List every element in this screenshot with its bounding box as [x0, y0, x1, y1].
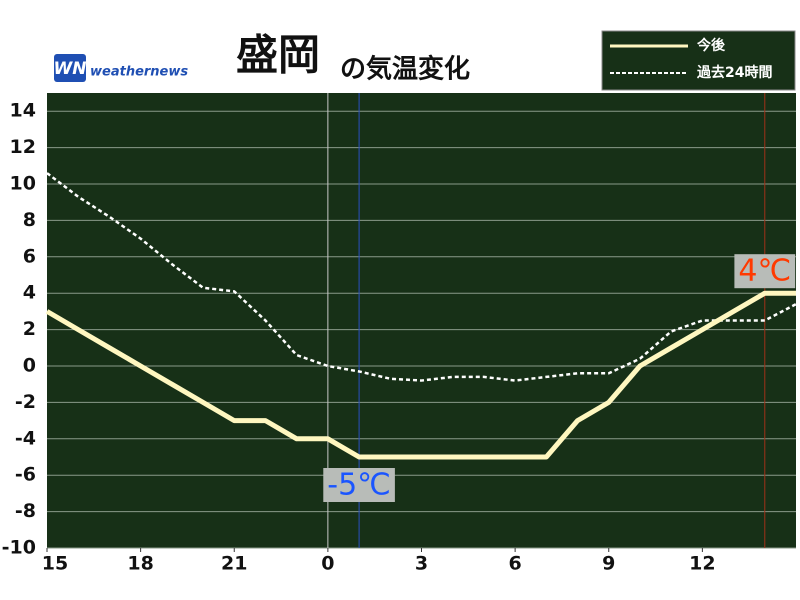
logo-icon — [54, 54, 86, 82]
y-tick-label: 10 — [10, 173, 36, 195]
chart-subtitle: の気温変化 — [340, 54, 470, 85]
y-tick-label: 8 — [23, 209, 36, 231]
plot-area — [47, 93, 796, 548]
annotation: 4℃ — [738, 254, 791, 289]
legend — [601, 30, 796, 91]
x-tick-label: 6 — [509, 553, 522, 575]
x-tick-label: 15 — [42, 553, 68, 575]
x-tick-label: 18 — [127, 553, 153, 575]
legend-label: 今後 — [696, 37, 726, 54]
y-tick-label: -8 — [15, 500, 36, 522]
x-tick-label: 9 — [602, 553, 615, 575]
y-tick-label: -6 — [15, 464, 36, 486]
y-tick-label: 4 — [23, 282, 36, 304]
x-tick-label: 0 — [321, 553, 334, 575]
x-tick-label: 3 — [415, 553, 428, 575]
y-tick-label: -4 — [15, 427, 36, 449]
annotation: -5℃ — [327, 468, 391, 503]
logo-mark: WN — [54, 59, 87, 79]
annotation-box — [323, 468, 395, 502]
y-tick-label: 12 — [10, 136, 36, 158]
series-line — [45, 290, 796, 460]
y-tick-label: 2 — [23, 318, 36, 340]
series-line — [46, 172, 797, 382]
annotation-box — [734, 254, 796, 289]
logo: weathernews — [90, 65, 188, 80]
legend-label: 過去24時間 — [696, 64, 772, 81]
y-tick-label: 0 — [23, 355, 36, 377]
y-tick-label: 6 — [23, 245, 36, 267]
x-tick-label: 21 — [221, 553, 247, 575]
chart-title: 盛岡 — [236, 31, 320, 80]
y-tick-label: -10 — [2, 537, 36, 559]
y-tick-label: 14 — [10, 100, 36, 122]
y-tick-label: -2 — [15, 391, 36, 413]
x-tick-label: 12 — [689, 553, 715, 575]
